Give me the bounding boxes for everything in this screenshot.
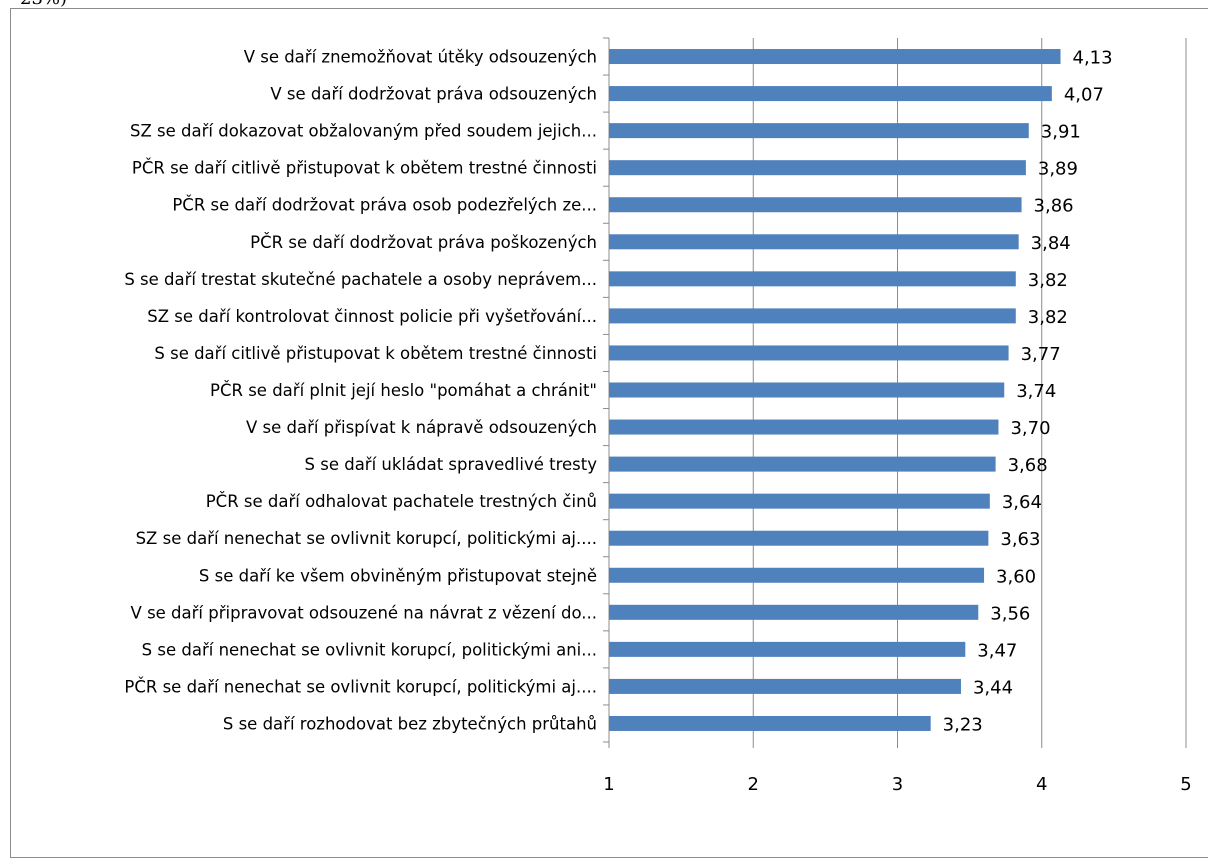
category-label: S se daří rozhodovat bez zbytečných průt… [223, 714, 597, 733]
bar [609, 420, 998, 435]
bar [609, 234, 1019, 249]
data-label: 4,13 [1073, 48, 1113, 69]
bar [609, 345, 1009, 360]
data-label: 3,74 [1016, 381, 1056, 402]
x-tick-label: 3 [892, 774, 903, 795]
bar [609, 271, 1016, 286]
data-label: 3,68 [1008, 455, 1048, 476]
data-label: 3,77 [1021, 344, 1061, 365]
data-label: 3,82 [1028, 307, 1068, 328]
category-label: S se daří ke všem obviněným přistupovat … [199, 566, 597, 585]
data-label: 3,64 [1002, 492, 1042, 513]
data-label: 3,70 [1010, 418, 1050, 439]
data-label: 3,89 [1038, 159, 1078, 180]
bar [609, 86, 1052, 101]
bar [609, 123, 1029, 138]
x-tick-label: 2 [748, 774, 759, 795]
category-label: SZ se daří dokazovat obžalovaným před so… [130, 122, 597, 141]
bar-chart: V se daří znemožňovat útěky odsouzených V… [0, 0, 1208, 818]
category-label: PČR se daří dodržovat práva osob podezře… [172, 196, 597, 215]
bar [609, 457, 996, 472]
category-label: S se daří ukládat spravedlivé tresty [305, 455, 598, 474]
bar [609, 308, 1016, 323]
data-label: 3,56 [990, 603, 1030, 624]
category-label: PČR se daří nenechat se ovlivnit korupcí… [124, 677, 597, 696]
category-label: S se daří trestat skutečné pachatele a o… [124, 270, 597, 289]
category-label: V se daří dodržovat práva odsouzených [270, 85, 597, 104]
bar [609, 568, 984, 583]
category-label: PČR se daří dodržovat práva poškozených [250, 233, 597, 252]
bars [609, 49, 1061, 731]
data-label: 3,63 [1000, 529, 1040, 550]
bar [609, 642, 965, 657]
data-label: 3,86 [1034, 196, 1074, 217]
category-label: S se daří nenechat se ovlivnit korupcí, … [142, 640, 597, 659]
bar [609, 679, 961, 694]
bar [609, 494, 990, 509]
bar [609, 160, 1026, 175]
bar [609, 716, 931, 731]
category-label: PČR se daří plnit její heslo "pomáhat a … [210, 381, 597, 400]
bar [609, 197, 1022, 212]
category-label: SZ se daří kontrolovat činnost policie p… [147, 307, 597, 326]
category-labels: V se daří znemožňovat útěky odsouzených V… [124, 48, 597, 734]
category-label: PČR se daří odhalovat pachatele trestnýc… [206, 492, 597, 511]
bar [609, 383, 1004, 398]
x-tick-label: 5 [1180, 774, 1191, 795]
category-label: V se daří přispívat k nápravě odsouzenýc… [246, 418, 597, 437]
category-label: V se daří znemožňovat útěky odsouzených [244, 48, 597, 67]
data-label: 4,07 [1064, 85, 1104, 106]
bar [609, 49, 1061, 64]
data-label: 3,47 [977, 640, 1017, 661]
x-axis-tick-labels: 1 2 3 4 5 [603, 774, 1191, 795]
data-label: 3,60 [996, 566, 1036, 587]
bar [609, 531, 988, 546]
data-label: 3,84 [1031, 233, 1071, 254]
category-label: PČR se daří citlivě přistupovat k obětem… [132, 159, 597, 178]
category-label: V se daří připravovat odsouzené na návra… [131, 603, 597, 622]
data-label: 3,82 [1028, 270, 1068, 291]
x-tick-label: 1 [603, 774, 614, 795]
category-label: S se daří citlivě přistupovat k obětem t… [154, 344, 597, 363]
data-label: 3,44 [973, 677, 1013, 698]
bar [609, 605, 978, 620]
data-label: 3,23 [943, 714, 983, 735]
category-label: SZ se daří nenechat se ovlivnit korupcí,… [136, 529, 597, 548]
data-label: 3,91 [1041, 122, 1081, 143]
x-tick-label: 4 [1036, 774, 1047, 795]
